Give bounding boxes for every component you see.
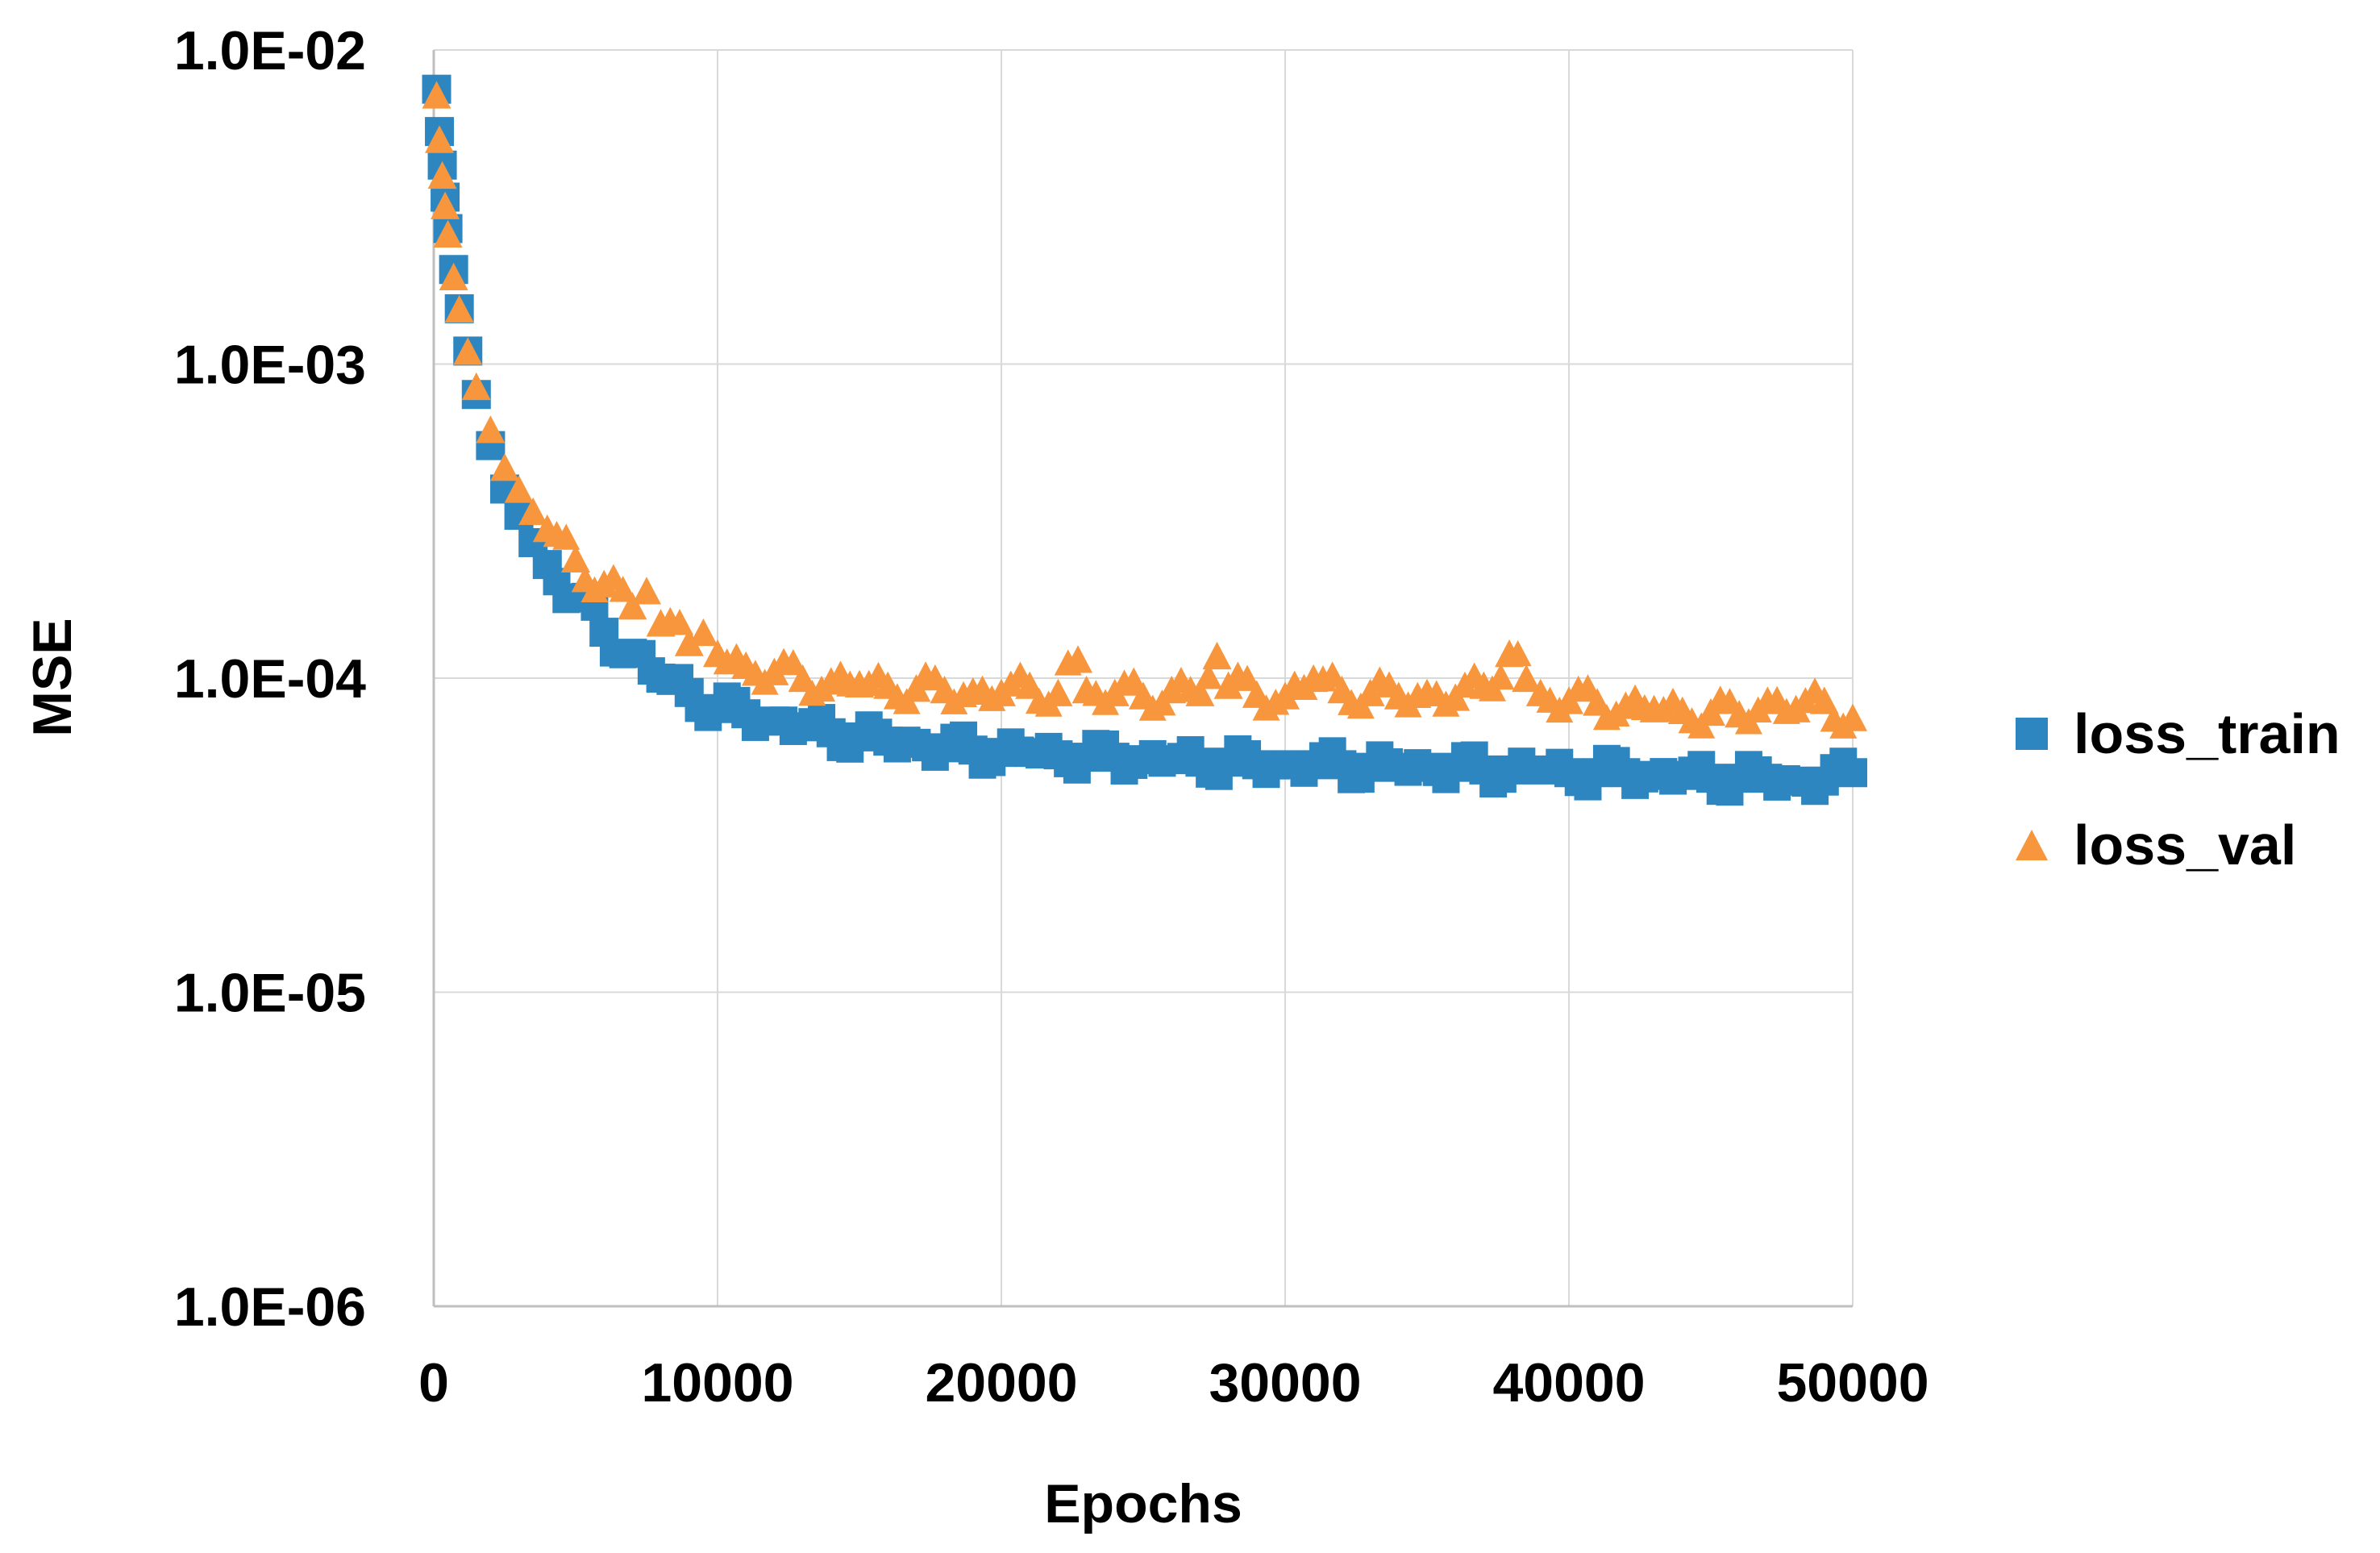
y-axis-title: MSE <box>22 618 83 736</box>
data-point <box>1194 663 1222 689</box>
data-point <box>1504 639 1532 667</box>
grid-layer <box>434 49 1854 1306</box>
data-point <box>1696 697 1725 727</box>
y-tick-label: 1.0E-06 <box>174 1276 366 1338</box>
data-point <box>1512 664 1542 693</box>
data-point <box>444 294 474 323</box>
x-tick-label: 10000 <box>641 1352 793 1414</box>
data-point <box>1355 678 1385 706</box>
legend-label-loss_val: loss_val <box>2074 814 2296 876</box>
data-point <box>618 592 647 620</box>
data-point <box>490 453 519 481</box>
data-point <box>666 609 694 635</box>
data-point <box>779 648 807 676</box>
data-point <box>901 674 931 702</box>
x-tick-label: 40000 <box>1492 1352 1645 1414</box>
data-point <box>476 415 506 443</box>
marks-layer <box>422 74 1867 806</box>
data-point <box>425 125 455 153</box>
x-tick-label: 0 <box>418 1352 449 1414</box>
labels-layer: 0 10000 20000 30000 40000 50000 1.0E-02 1.0E-03… <box>22 20 1929 1534</box>
x-axis-title: Epochs <box>1044 1473 1242 1534</box>
data-point <box>453 337 483 365</box>
data-point <box>1809 686 1839 714</box>
data-point <box>431 191 460 219</box>
y-tick-label: 1.0E-03 <box>174 335 366 396</box>
data-point <box>561 544 590 573</box>
x-tick-label: 50000 <box>1776 1352 1929 1414</box>
data-point <box>1487 663 1515 690</box>
data-point <box>632 577 661 605</box>
data-point <box>518 497 548 526</box>
data-point <box>674 628 704 656</box>
data-point <box>1043 678 1073 706</box>
data-point <box>1838 703 1867 731</box>
data-point <box>689 618 718 647</box>
x-tick-label: 30000 <box>1209 1352 1361 1414</box>
data-point <box>439 262 468 291</box>
y-tick-label: 1.0E-02 <box>174 20 366 81</box>
data-point <box>461 372 491 401</box>
data-point <box>433 219 463 248</box>
y-tick-label: 1.0E-05 <box>174 963 366 1024</box>
axes-layer <box>432 50 1853 1308</box>
x-tick-label: 20000 <box>925 1352 1077 1414</box>
legend: loss_train loss_val <box>2016 702 2340 876</box>
data-point <box>1234 664 1262 691</box>
data-point <box>609 576 637 602</box>
y-tick-label: 1.0E-04 <box>174 648 366 710</box>
data-point <box>1838 758 1867 788</box>
data-point <box>1063 645 1093 673</box>
legend-marker-loss_train <box>2016 718 2048 750</box>
data-point <box>1185 678 1215 706</box>
legend-label-loss_train: loss_train <box>2074 702 2340 765</box>
data-point <box>422 81 451 109</box>
data-point <box>504 475 534 503</box>
series-loss_val <box>422 81 1867 739</box>
legend-marker-loss_val <box>2016 830 2048 860</box>
data-point <box>427 160 457 189</box>
data-point <box>1202 641 1232 670</box>
series-loss_train <box>422 74 1867 806</box>
data-point <box>552 523 580 550</box>
